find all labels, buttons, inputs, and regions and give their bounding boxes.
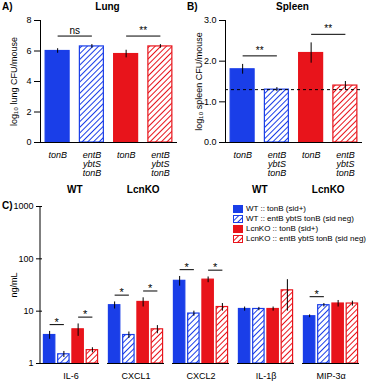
svg-text:tonB: tonB xyxy=(233,150,252,160)
svg-text:*: * xyxy=(83,308,88,320)
svg-text:*: * xyxy=(55,316,60,328)
svg-text:LcnKO: LcnKO xyxy=(312,184,345,195)
svg-text:ns: ns xyxy=(69,25,80,36)
svg-text:LcnKO: LcnKO xyxy=(127,184,160,195)
svg-text:**: ** xyxy=(324,23,332,34)
svg-text:2: 2 xyxy=(26,107,31,117)
svg-text:4: 4 xyxy=(26,76,31,86)
svg-text:0: 0 xyxy=(26,137,31,147)
svg-text:0.0: 0.0 xyxy=(204,137,217,147)
svg-text:tonB: tonB xyxy=(117,150,136,160)
svg-text:WT: WT xyxy=(252,184,268,195)
svg-text:CXCL1: CXCL1 xyxy=(121,371,150,381)
svg-text:entBybtStonB: entBybtStonB xyxy=(82,150,101,178)
svg-text:100: 100 xyxy=(18,254,33,264)
html-text:B): B) xyxy=(187,1,198,12)
html-text:A): A) xyxy=(2,1,13,12)
svg-text:6: 6 xyxy=(26,46,31,56)
svg-text:CXCL2: CXCL2 xyxy=(186,371,215,381)
html-text:LcnKO :: entB ybtS tonB (sid n: LcnKO :: entB ybtS tonB (sid neg) xyxy=(245,234,366,243)
svg-text:*: * xyxy=(185,261,190,273)
svg-text:1000: 1000 xyxy=(13,201,33,211)
svg-text:entBybtStonB: entBybtStonB xyxy=(335,150,354,178)
svg-text:1.0: 1.0 xyxy=(204,97,217,107)
svg-text:*: * xyxy=(213,261,218,273)
svg-text:8: 8 xyxy=(26,15,31,25)
html-text:Spleen: Spleen xyxy=(276,1,309,12)
svg-text:log₁₀ lung CFU/mouse: log₁₀ lung CFU/mouse xyxy=(9,37,19,126)
html-text:WT :: tonB (sid+): WT :: tonB (sid+) xyxy=(245,204,306,213)
svg-text:*: * xyxy=(315,288,320,300)
svg-text:2.0: 2.0 xyxy=(204,56,217,66)
html-text:C): C) xyxy=(2,200,13,211)
svg-text:IL-6: IL-6 xyxy=(63,371,79,381)
svg-text:IL-1β: IL-1β xyxy=(256,371,277,381)
svg-text:entBybtStonB: entBybtStonB xyxy=(267,150,286,178)
html-text:LcnKO :: tonB (sid+): LcnKO :: tonB (sid+) xyxy=(245,224,319,233)
svg-text:*: * xyxy=(148,282,153,294)
svg-text:*: * xyxy=(120,286,125,298)
svg-text:ng/mL: ng/mL xyxy=(9,272,19,297)
html-text:Lung: Lung xyxy=(95,1,120,12)
svg-text:3.0: 3.0 xyxy=(204,15,217,25)
svg-text:tonB: tonB xyxy=(302,150,321,160)
svg-text:**: ** xyxy=(256,45,264,56)
svg-text:WT: WT xyxy=(67,184,83,195)
svg-text:entBybtStonB: entBybtStonB xyxy=(150,150,169,178)
svg-text:1: 1 xyxy=(28,358,33,368)
svg-text:10: 10 xyxy=(23,306,33,316)
html-text:WT :: entB ybtS tonB (sid neg): WT :: entB ybtS tonB (sid neg) xyxy=(245,214,354,223)
svg-text:tonB: tonB xyxy=(48,150,67,160)
svg-text:log₁₀ spleen CFU/mouse: log₁₀ spleen CFU/mouse xyxy=(194,32,204,130)
svg-text:**: ** xyxy=(139,25,147,36)
svg-text:MIP-3α: MIP-3α xyxy=(316,371,345,381)
